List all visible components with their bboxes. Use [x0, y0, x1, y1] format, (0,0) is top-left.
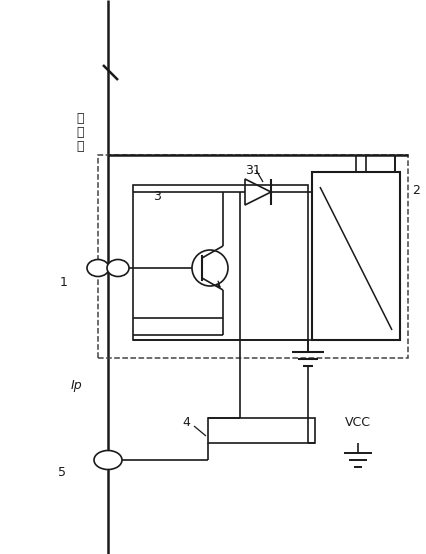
Bar: [132, 185, 307, 340]
Text: 3: 3: [153, 191, 161, 203]
Text: 主: 主: [76, 111, 83, 125]
Text: 2: 2: [411, 183, 419, 197]
Ellipse shape: [87, 259, 109, 276]
Text: Ip: Ip: [70, 378, 82, 392]
Bar: [311, 172, 399, 340]
Text: 4: 4: [182, 417, 190, 429]
Ellipse shape: [94, 450, 122, 469]
Text: 5: 5: [58, 465, 66, 479]
Text: 31: 31: [245, 163, 260, 177]
Text: 路: 路: [76, 140, 83, 152]
Text: 1: 1: [60, 276, 68, 290]
Ellipse shape: [107, 259, 129, 276]
Bar: [207, 418, 314, 443]
Circle shape: [192, 250, 227, 286]
Bar: [98, 155, 407, 358]
Text: VCC: VCC: [344, 417, 370, 429]
Text: 回: 回: [76, 126, 83, 138]
